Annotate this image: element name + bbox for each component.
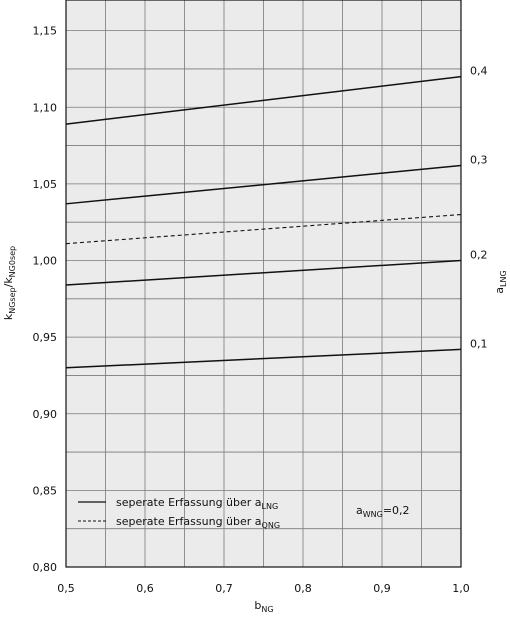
x-tick-label: 0,6	[136, 582, 154, 595]
y-tick-label: 0,95	[33, 331, 58, 344]
y-tick-label: 1,10	[33, 101, 58, 114]
y-tick-label: 1,00	[33, 255, 58, 268]
series-line	[65, 75, 462, 125]
annotation-awng: aWNG=0,2	[356, 504, 410, 519]
right-series-labels: 0,4 0,3 0,2 0,1	[470, 65, 488, 351]
series-line-dashed	[65, 213, 462, 245]
y-tick-label: 0,85	[33, 484, 58, 497]
series-end-label: 0,4	[470, 65, 488, 78]
y-tick-label: 1,05	[33, 178, 58, 191]
x-tick-label: 1,0	[452, 582, 470, 595]
x-tick-label: 0,9	[373, 582, 391, 595]
x-tick-labels: 0,5 0,6 0,7 0,8 0,9 1,0	[57, 582, 470, 595]
series-line	[65, 164, 462, 205]
x-tick-label: 0,7	[215, 582, 233, 595]
series-line	[65, 259, 462, 286]
series-end-label: 0,3	[470, 154, 488, 167]
y-tick-label: 0,90	[33, 408, 58, 421]
series-end-label: 0,1	[470, 337, 488, 350]
series-end-label: 0,2	[470, 249, 488, 262]
series-line	[65, 348, 462, 369]
plot-frame	[65, 0, 462, 568]
legend-entry-label: seperate Erfassung über aLNG	[116, 496, 278, 511]
grid	[66, 0, 461, 567]
y-axis-label: kNGsep/kNG0sep	[2, 246, 17, 320]
y-tick-labels: 0,80 0,85 0,90 0,95 1,00 1,05 1,10 1,15	[33, 25, 58, 574]
legend-entry-label: seperate Erfassung über aQNG	[116, 515, 280, 530]
y-tick-label: 1,15	[33, 25, 58, 38]
y-tick-label: 0,80	[33, 561, 58, 574]
x-axis-label: bNG	[254, 599, 273, 614]
legend: seperate Erfassung über aLNG seperate Erf…	[78, 496, 280, 530]
right-axis-label: aLNG	[493, 270, 508, 293]
series-group	[65, 75, 462, 369]
x-tick-label: 0,5	[57, 582, 75, 595]
x-tick-label: 0,8	[294, 582, 312, 595]
